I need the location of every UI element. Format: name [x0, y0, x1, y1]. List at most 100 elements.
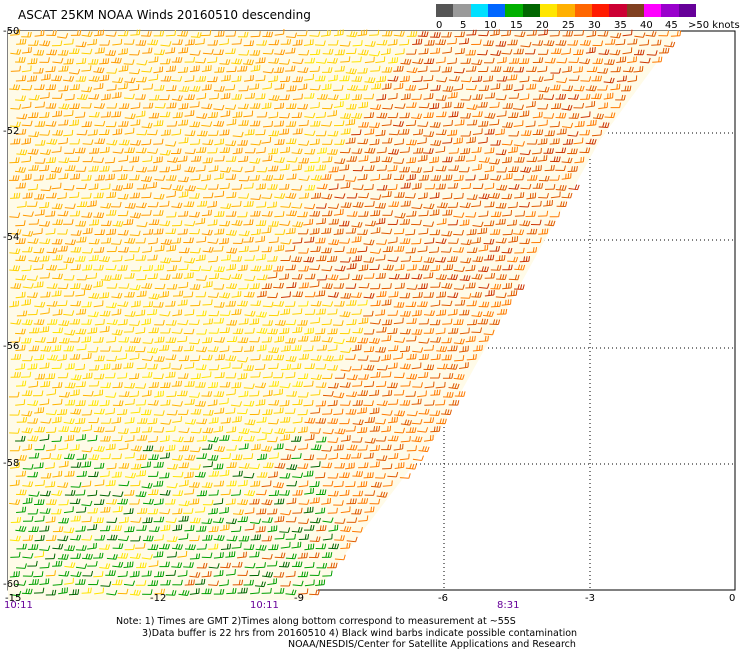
- barb-staff: [58, 90, 67, 91]
- barb-staff: [459, 43, 468, 44]
- barb-feather: [566, 202, 567, 207]
- barb-feather: [668, 48, 669, 53]
- barb-staff: [340, 62, 349, 63]
- barb-staff: [191, 37, 200, 38]
- barb-staff: [454, 180, 463, 181]
- barb-staff: [430, 53, 439, 54]
- barb-staff: [389, 134, 398, 135]
- barb-staff: [387, 170, 396, 171]
- barb-staff: [220, 188, 229, 189]
- barb-staff: [22, 125, 31, 126]
- barb-staff: [310, 89, 319, 90]
- barb-staff: [315, 45, 324, 46]
- barb-staff: [275, 89, 284, 90]
- barb-staff: [77, 134, 86, 135]
- barb-staff: [316, 117, 325, 118]
- barb-staff: [557, 62, 566, 63]
- barb-staff: [381, 179, 390, 180]
- barb-staff: [478, 216, 487, 217]
- barb-staff: [453, 234, 462, 235]
- barb-staff: [429, 252, 438, 253]
- barb-staff: [441, 252, 450, 253]
- barb-staff: [256, 207, 265, 208]
- barb-staff: [454, 72, 463, 73]
- barb-staff: [22, 89, 31, 90]
- barb-staff: [322, 161, 331, 162]
- barb-staff: [496, 99, 505, 100]
- barb-staff: [118, 252, 127, 253]
- barb-staff: [347, 216, 356, 217]
- barb-staff: [292, 190, 301, 191]
- barb-staff: [466, 89, 475, 90]
- barb-staff: [171, 243, 180, 244]
- barb-staff: [64, 189, 73, 190]
- barb-staff: [292, 243, 301, 244]
- barb-staff: [405, 197, 414, 198]
- barb-staff: [256, 45, 265, 46]
- barb-staff: [598, 36, 607, 37]
- barb-staff: [515, 216, 524, 217]
- barb-staff: [269, 242, 278, 243]
- barb-staff: [369, 127, 378, 128]
- barb-staff: [340, 45, 349, 46]
- barb-staff: [112, 261, 121, 262]
- barb-staff: [502, 144, 511, 145]
- barb-staff: [605, 117, 614, 118]
- barb-staff: [339, 243, 348, 244]
- barb-staff: [130, 35, 139, 36]
- barb-staff: [358, 197, 367, 198]
- barb-staff: [105, 162, 114, 163]
- barb-staff: [502, 252, 511, 253]
- barb-staff: [454, 198, 463, 199]
- barb-staff: [393, 163, 402, 164]
- barb-staff: [83, 144, 92, 145]
- barb-staff: [399, 44, 408, 45]
- barb-staff: [376, 244, 385, 245]
- barb-staff: [279, 64, 288, 65]
- barb-staff: [124, 64, 133, 65]
- barb-staff: [263, 53, 272, 54]
- barb-feather: [575, 184, 577, 189]
- barb-staff: [423, 80, 432, 81]
- barb-staff: [255, 98, 264, 99]
- barb-staff: [159, 206, 168, 207]
- barb-staff: [226, 197, 235, 198]
- barb-staff: [251, 36, 260, 37]
- barb-feather: [673, 42, 675, 47]
- barb-feather: [578, 185, 580, 190]
- barb-staff: [423, 136, 432, 137]
- barb-staff: [647, 55, 656, 56]
- barb-feather: [661, 57, 662, 62]
- barb-staff: [377, 170, 386, 171]
- barb-staff: [137, 134, 146, 135]
- barb-staff: [387, 189, 396, 190]
- barb-staff: [353, 45, 362, 46]
- barb-staff: [154, 54, 163, 55]
- barb-staff: [166, 35, 175, 36]
- barb-staff: [537, 71, 546, 72]
- barb-staff: [202, 215, 211, 216]
- barb-staff: [567, 45, 576, 46]
- barb-staff: [39, 170, 48, 171]
- barb-staff: [285, 53, 294, 54]
- barb-staff: [9, 217, 18, 218]
- barb-staff: [405, 234, 414, 235]
- barb-staff: [304, 242, 313, 243]
- barb-staff: [484, 244, 493, 245]
- barb-staff: [185, 135, 194, 136]
- barb-staff: [225, 89, 234, 90]
- barb-staff: [310, 162, 319, 163]
- barb-staff: [436, 134, 445, 135]
- barb-staff: [39, 207, 48, 208]
- barb-staff: [400, 152, 409, 153]
- barb-staff: [238, 161, 247, 162]
- barb-staff: [358, 143, 367, 144]
- barb-staff: [46, 71, 55, 72]
- barb-staff: [323, 54, 332, 55]
- barb-staff: [538, 198, 547, 199]
- barb-staff: [472, 81, 481, 82]
- barb-staff: [352, 153, 361, 154]
- barb-staff: [75, 117, 84, 118]
- barb-staff: [141, 71, 150, 72]
